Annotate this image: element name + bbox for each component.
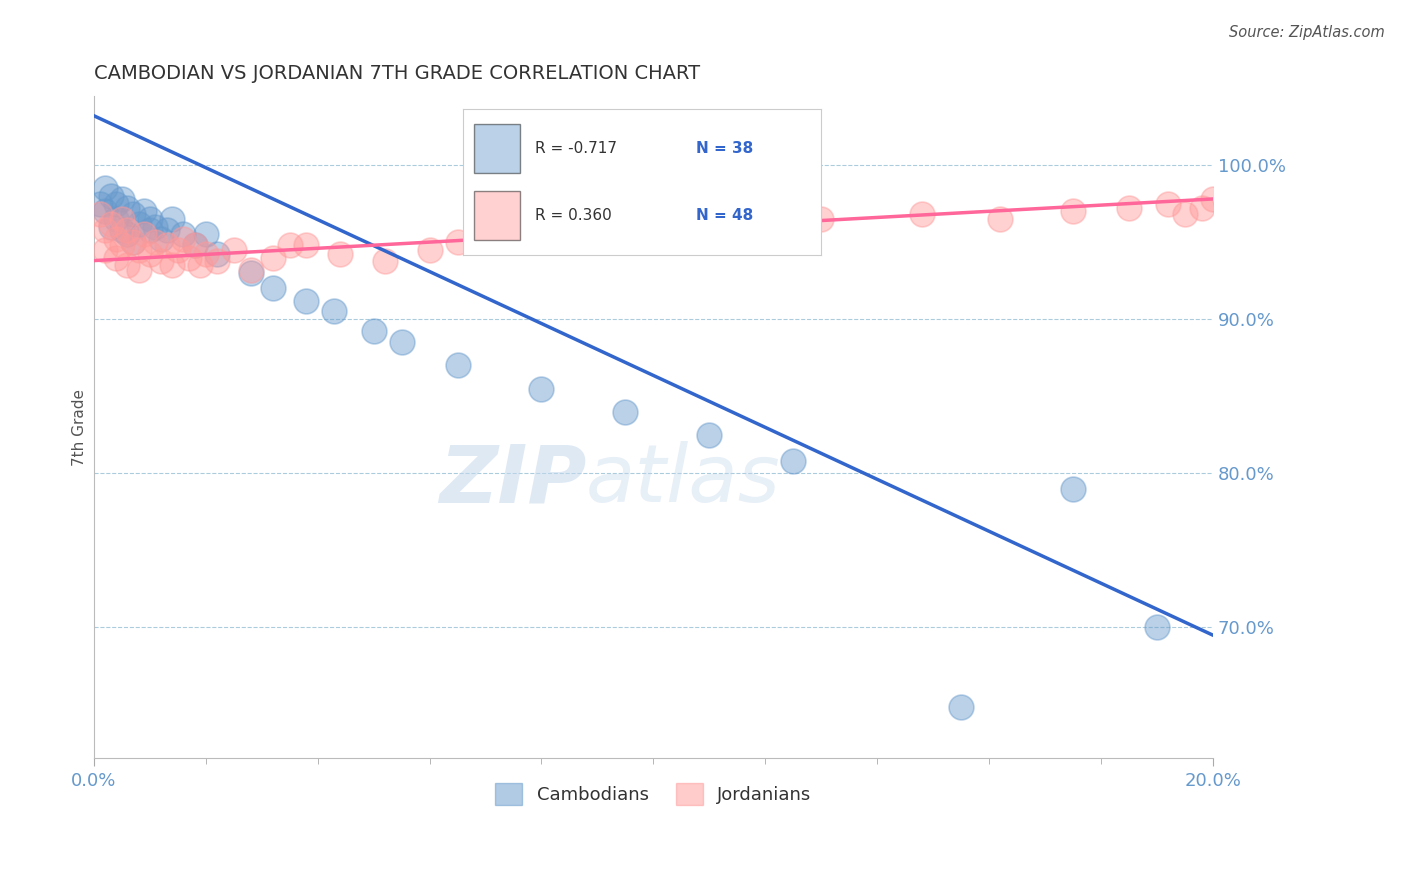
Point xyxy=(139,223,162,237)
Point xyxy=(145,235,167,249)
Point xyxy=(194,227,217,242)
Point xyxy=(183,238,205,252)
Point xyxy=(323,304,346,318)
Point xyxy=(128,217,150,231)
Point xyxy=(89,196,111,211)
Text: Source: ZipAtlas.com: Source: ZipAtlas.com xyxy=(1229,25,1385,40)
Point xyxy=(575,223,598,237)
Point xyxy=(100,189,122,203)
Point xyxy=(1062,204,1084,219)
Point xyxy=(134,204,156,219)
Point xyxy=(1174,207,1197,221)
Point xyxy=(782,454,804,468)
Point xyxy=(156,223,179,237)
Point xyxy=(100,219,122,234)
Point xyxy=(205,253,228,268)
Point xyxy=(139,212,162,227)
Point xyxy=(177,251,200,265)
Point xyxy=(122,207,145,221)
Point xyxy=(911,207,934,221)
Point xyxy=(239,266,262,280)
Point xyxy=(614,404,637,418)
Point xyxy=(1118,201,1140,215)
Point xyxy=(150,232,173,246)
Point xyxy=(262,281,284,295)
Point xyxy=(105,196,128,211)
Point xyxy=(172,232,194,246)
Point xyxy=(139,247,162,261)
Point xyxy=(150,253,173,268)
Point xyxy=(446,235,468,249)
Text: atlas: atlas xyxy=(586,441,780,519)
Point xyxy=(222,243,245,257)
Point xyxy=(105,251,128,265)
Point xyxy=(446,359,468,373)
Point xyxy=(100,217,122,231)
Point xyxy=(295,293,318,308)
Point xyxy=(530,382,553,396)
Point xyxy=(117,201,139,215)
Point xyxy=(94,243,117,257)
Point xyxy=(94,181,117,195)
Point xyxy=(134,227,156,242)
Point xyxy=(810,212,832,227)
Point xyxy=(1157,196,1180,211)
Point xyxy=(111,223,134,237)
Point xyxy=(105,232,128,246)
Point xyxy=(1191,201,1213,215)
Point xyxy=(111,238,134,252)
Point xyxy=(278,238,301,252)
Point xyxy=(94,204,117,219)
Text: CAMBODIAN VS JORDANIAN 7TH GRADE CORRELATION CHART: CAMBODIAN VS JORDANIAN 7TH GRADE CORRELA… xyxy=(94,64,700,83)
Point xyxy=(172,227,194,242)
Point xyxy=(262,251,284,265)
Point xyxy=(111,212,134,227)
Point xyxy=(145,219,167,234)
Point xyxy=(329,247,352,261)
Point xyxy=(122,235,145,249)
Point xyxy=(697,427,720,442)
Point xyxy=(117,227,139,242)
Point xyxy=(419,243,441,257)
Point xyxy=(111,192,134,206)
Point xyxy=(374,253,396,268)
Point xyxy=(94,223,117,237)
Point xyxy=(183,238,205,252)
Legend: Cambodians, Jordanians: Cambodians, Jordanians xyxy=(488,776,818,813)
Text: ZIP: ZIP xyxy=(439,441,586,519)
Point xyxy=(988,212,1011,227)
Point xyxy=(1202,192,1225,206)
Point xyxy=(188,258,211,272)
Point xyxy=(643,219,665,234)
Point xyxy=(128,263,150,277)
Point xyxy=(122,235,145,249)
Point xyxy=(162,258,184,272)
Point xyxy=(1146,620,1168,634)
Point xyxy=(725,217,748,231)
Point xyxy=(105,212,128,227)
Point xyxy=(194,247,217,261)
Point xyxy=(502,227,524,242)
Point xyxy=(391,335,413,350)
Point xyxy=(166,243,188,257)
Point xyxy=(949,700,972,714)
Point xyxy=(363,325,385,339)
Point xyxy=(89,207,111,221)
Y-axis label: 7th Grade: 7th Grade xyxy=(72,389,87,466)
Point xyxy=(162,212,184,227)
Point xyxy=(117,258,139,272)
Point xyxy=(1062,482,1084,496)
Point xyxy=(239,263,262,277)
Point xyxy=(156,238,179,252)
Point xyxy=(117,223,139,237)
Point xyxy=(205,247,228,261)
Point xyxy=(128,243,150,257)
Point xyxy=(295,238,318,252)
